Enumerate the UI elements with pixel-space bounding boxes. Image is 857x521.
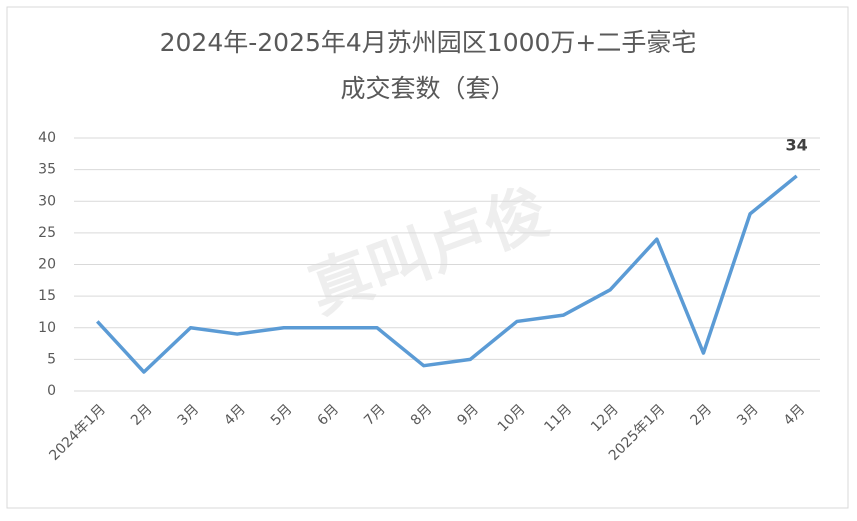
chart-border [6, 6, 849, 509]
y-tick-label: 20 [38, 257, 56, 273]
y-tick-label: 5 [47, 351, 56, 367]
y-tick-label: 10 [38, 320, 56, 336]
series-line [96, 174, 798, 374]
y-tick-label: 40 [38, 130, 56, 146]
y-tick-label: 15 [38, 288, 56, 304]
chart-title: 成交套数（套） [340, 74, 515, 103]
y-tick-label: 25 [38, 225, 56, 241]
chart-title: 2024年-2025年4月苏州园区1000万+二手豪宅 [160, 28, 697, 57]
data-label: 34 [786, 135, 808, 154]
y-tick-label: 35 [38, 162, 56, 178]
y-tick-label: 0 [47, 383, 56, 399]
y-tick-label: 30 [38, 193, 56, 209]
